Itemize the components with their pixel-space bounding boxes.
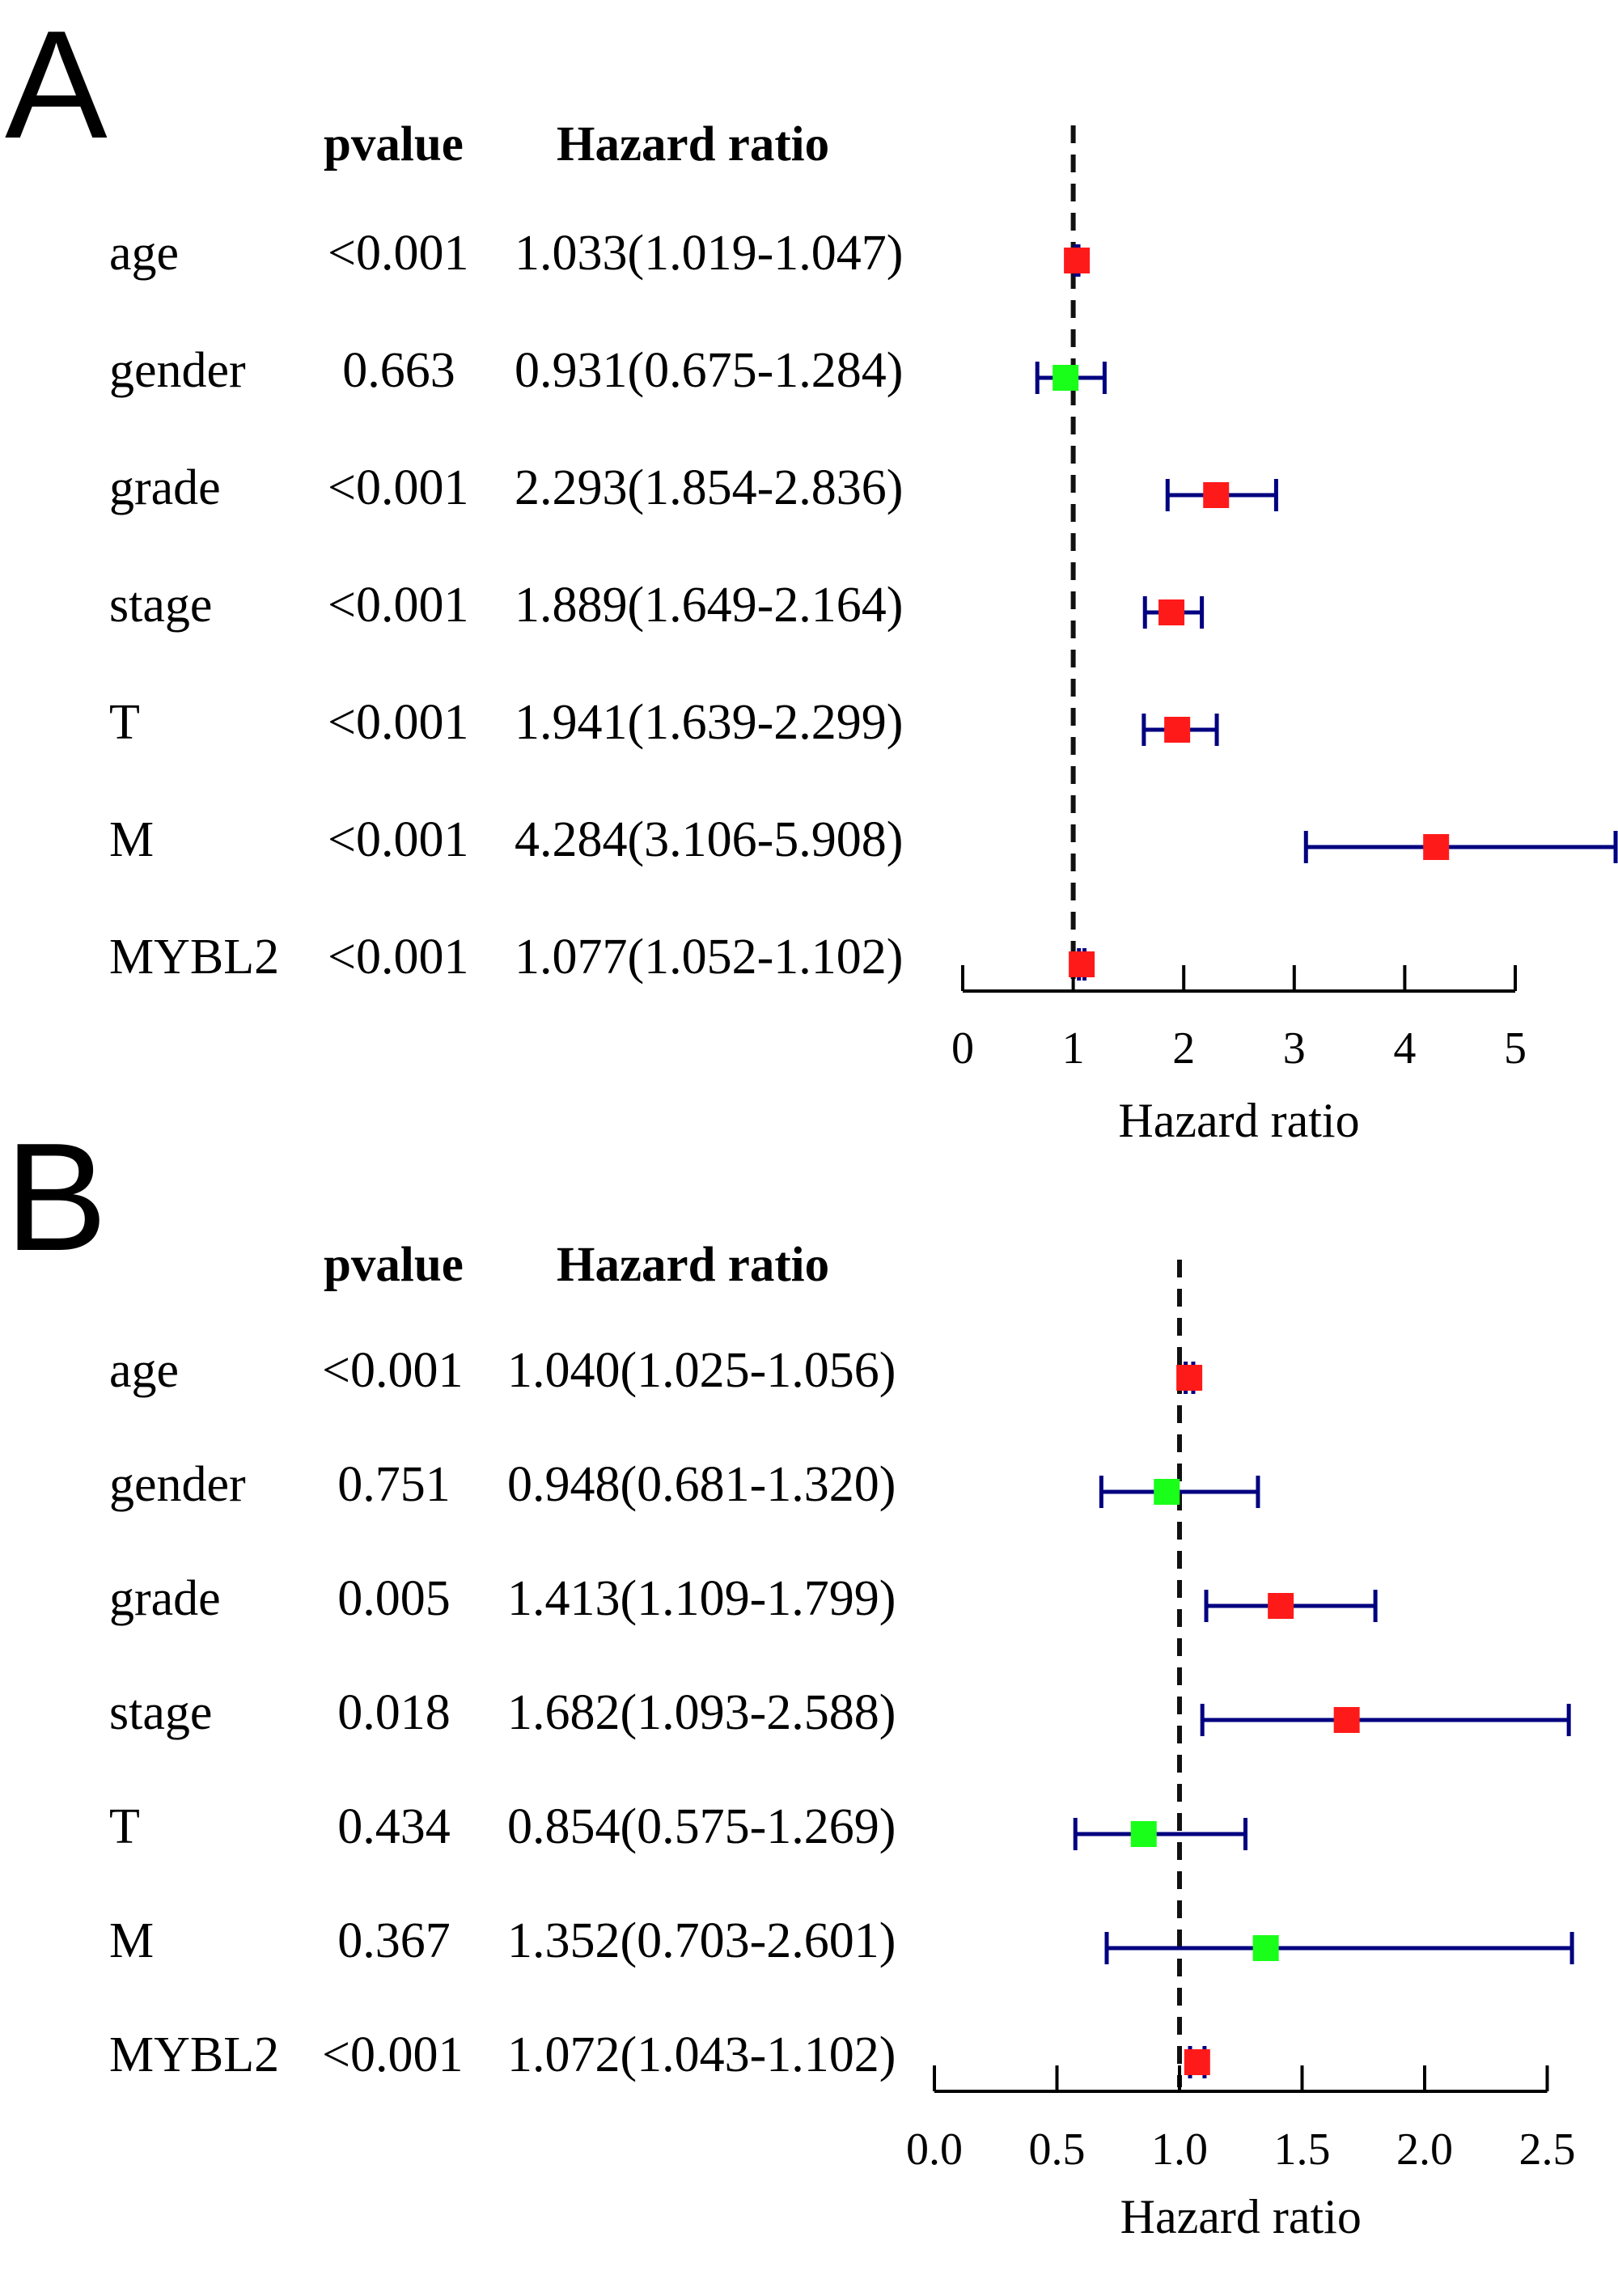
hazard-ratio-point [1164,717,1191,743]
forest-plot-area [961,125,1618,993]
variable-label: M [109,1913,155,1968]
hazard-ratio-point [1268,1593,1294,1619]
pvalue-column-header: pvalue [324,1238,464,1292]
pvalue-cell: 0.018 [337,1685,451,1740]
x-axis-title: Hazard ratio [1120,2190,1362,2243]
hazard-ratio-cell: 1.941(1.639-2.299) [515,695,904,750]
hazard-ratio-point [1203,482,1230,508]
pvalue-cell: <0.001 [328,812,469,867]
x-tick-label: 1.0 [1151,2124,1208,2175]
pvalue-cell: <0.001 [328,695,469,750]
hazard-ratio-point [1064,248,1091,273]
variable-label: stage [109,1685,213,1740]
variable-label: age [109,1343,180,1398]
pvalue-cell: 0.434 [337,1799,451,1854]
x-tick-label: 0.5 [1028,2124,1086,2175]
x-tick-label: 2 [1172,1023,1196,1074]
hazard-ratio-cell: 1.352(0.703-2.601) [507,1913,896,1968]
hazard-ratio-cell: 1.077(1.052-1.102) [515,930,904,985]
hazard-ratio-cell: 1.040(1.025-1.056) [507,1343,896,1398]
pvalue-cell: <0.001 [328,930,469,985]
forest-panel-a: A pvalue Hazard ratio age <0.001 1.033(1… [0,0,1618,1145]
x-tick-label: 2.0 [1396,2124,1453,2175]
panel-label: B [5,1112,108,1283]
hazard-ratio-cell: 0.931(0.675-1.284) [515,343,904,398]
hazard-ratio-point [1158,599,1185,625]
x-tick-label: 1.5 [1273,2124,1331,2175]
hazard-ratio-point [1184,2049,1210,2075]
hazard-ratio-cell: 1.033(1.019-1.047) [515,226,904,281]
hazard-ratio-cell: 2.293(1.854-2.836) [515,460,904,515]
hazard-ratio-point [1053,365,1079,391]
hazard-ratio-point [1130,1821,1157,1847]
hazard-ratio-cell: 1.413(1.109-1.799) [507,1571,896,1626]
variable-label: M [109,812,155,867]
hazard-ratio-cell: 1.682(1.093-2.588) [507,1685,896,1740]
x-axis-title: Hazard ratio [1118,1094,1360,1147]
pvalue-cell: 0.367 [337,1913,451,1968]
x-tick-label: 0 [951,1023,974,1074]
pvalue-cell: <0.001 [322,2027,464,2082]
pvalue-cell: <0.001 [328,226,469,281]
hazard-ratio-point [1154,1479,1180,1505]
hazard-ratio-cell: 1.072(1.043-1.102) [507,2027,896,2082]
hazard-ratio-column-header: Hazard ratio [557,117,830,172]
variable-label: age [109,226,180,281]
variable-label: gender [109,1457,246,1512]
pvalue-cell: <0.001 [322,1343,464,1398]
variable-label: gender [109,343,246,398]
variable-label: grade [109,1571,221,1626]
variable-label: MYBL2 [109,930,280,985]
hazard-ratio-point [1333,1707,1360,1733]
hazard-ratio-cell: 0.948(0.681-1.320) [507,1457,896,1512]
variable-label: T [109,695,140,750]
hazard-ratio-point [1069,951,1095,977]
hazard-ratio-cell: 1.889(1.649-2.164) [515,578,904,633]
hazard-ratio-column-header: Hazard ratio [557,1238,830,1292]
x-tick-label: 5 [1504,1023,1527,1074]
x-tick-label: 0.0 [906,2124,963,2175]
variable-label: T [109,1799,140,1854]
hazard-ratio-cell: 4.284(3.106-5.908) [515,812,904,867]
variable-label: stage [109,578,213,633]
pvalue-cell: 0.005 [337,1571,451,1626]
x-tick-label: 4 [1393,1023,1417,1074]
forest-panel-b: B pvalue Hazard ratio age <0.001 1.040(1… [0,1120,1618,2296]
hazard-ratio-cell: 0.854(0.575-1.269) [507,1799,896,1854]
x-tick-label: 1 [1061,1023,1085,1074]
panel-label: A [5,0,108,171]
x-tick-label: 2.5 [1518,2124,1576,2175]
x-tick-label: 3 [1282,1023,1306,1074]
pvalue-cell: <0.001 [328,578,469,633]
hazard-ratio-point [1423,834,1450,860]
pvalue-column-header: pvalue [324,117,464,172]
variable-label: grade [109,460,221,515]
pvalue-cell: 0.663 [342,343,455,398]
pvalue-cell: 0.751 [337,1457,451,1512]
hazard-ratio-point [1176,1365,1203,1391]
hazard-ratio-point [1252,1935,1279,1961]
variable-label: MYBL2 [109,2027,280,2082]
forest-plot-area [933,1260,1574,2093]
pvalue-cell: <0.001 [328,460,469,515]
